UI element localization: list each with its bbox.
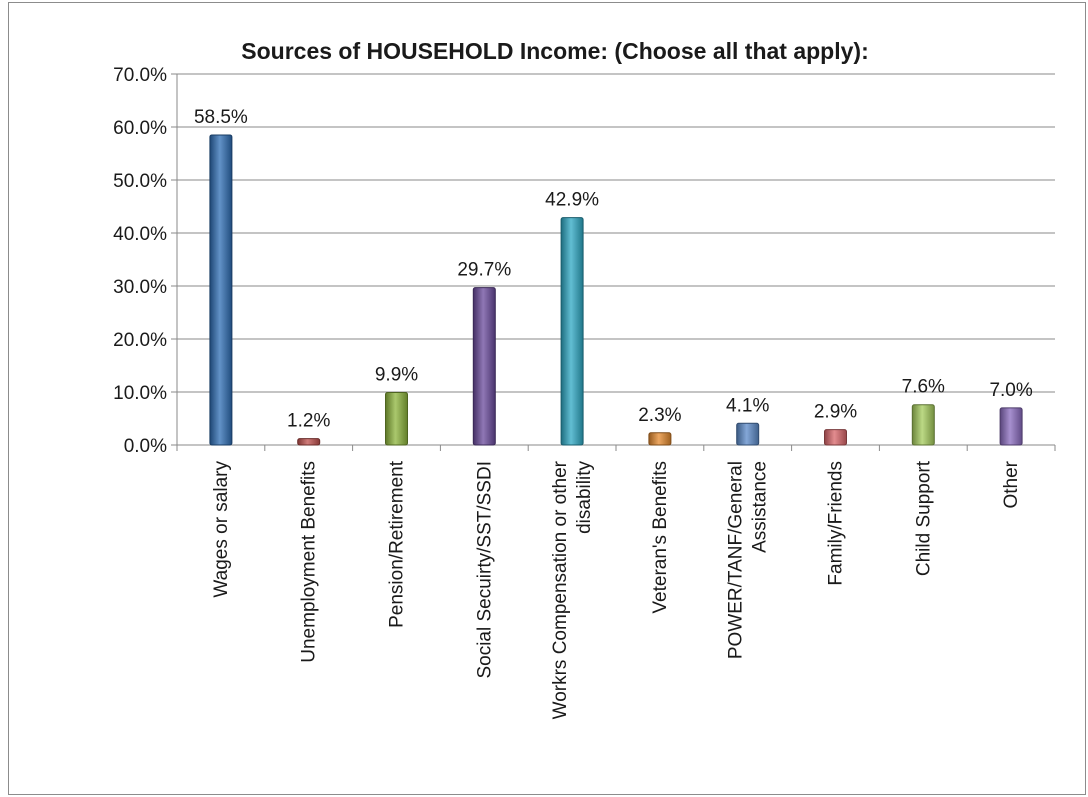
y-tick-label: 10.0%: [113, 383, 167, 404]
y-axis-ticks: 0.0% 10.0% 20.0% 30.0% 40.0% 50.0% 60.0% 70.0%: [113, 65, 167, 457]
data-label: 9.9%: [375, 365, 418, 386]
grid-lines: [177, 73, 1055, 393]
data-label: 29.7%: [457, 260, 511, 281]
data-label: 7.6%: [902, 377, 945, 398]
category-label: Wages or salary: [211, 461, 232, 598]
category-label: Assistance: [750, 461, 771, 553]
bar: [911, 404, 935, 446]
data-label: 2.3%: [638, 405, 681, 426]
category-label: Social Secuirty/SST/SSDI: [474, 461, 495, 679]
bars: [209, 134, 1023, 446]
category-label: Family/Friends: [826, 461, 847, 586]
data-label: 1.2%: [287, 411, 330, 432]
data-label: 4.1%: [726, 395, 769, 416]
data-label: 7.0%: [989, 380, 1032, 401]
bar: [209, 134, 233, 446]
category-label: Unemployment Benefits: [299, 461, 320, 663]
y-tick-label: 0.0%: [124, 436, 167, 457]
y-tick-label: 60.0%: [113, 118, 167, 139]
bar: [999, 407, 1023, 446]
axes: [171, 73, 1056, 451]
category-label: POWER/TANF/General: [726, 461, 747, 659]
bar-chart: Sources of HOUSEHOLD Income: (Choose all…: [113, 38, 1056, 719]
category-label: Veteran's Benefits: [650, 461, 671, 614]
bar: [385, 392, 408, 446]
y-tick-label: 40.0%: [113, 224, 167, 245]
category-label: disability: [574, 461, 595, 534]
y-tick-label: 30.0%: [113, 277, 167, 298]
data-label: 2.9%: [814, 402, 857, 423]
x-axis-labels: Wages or salary Unemployment Benefits Pens…: [211, 460, 1022, 719]
category-label: Pension/Retirement: [387, 460, 408, 628]
chart-title: Sources of HOUSEHOLD Income: (Choose all…: [241, 38, 868, 64]
bar: [736, 422, 760, 446]
bar: [648, 432, 672, 446]
category-label: Other: [1001, 460, 1022, 508]
bar: [472, 287, 496, 446]
bar: [824, 429, 847, 446]
y-tick-label: 70.0%: [113, 65, 167, 86]
data-labels: 58.5% 1.2% 9.9% 29.7% 42.9% 2.3% 4.1% 2.9% 7.6% 7…: [194, 107, 1033, 432]
category-label: Workrs Compensation or other: [550, 460, 571, 719]
y-tick-label: 20.0%: [113, 330, 167, 351]
data-label: 42.9%: [545, 190, 599, 211]
y-tick-label: 50.0%: [113, 171, 167, 192]
bar: [297, 438, 321, 446]
chart-frame: Sources of HOUSEHOLD Income: (Choose all…: [8, 2, 1086, 795]
category-label: Child Support: [913, 460, 934, 576]
data-label: 58.5%: [194, 107, 248, 128]
bar: [560, 217, 584, 446]
